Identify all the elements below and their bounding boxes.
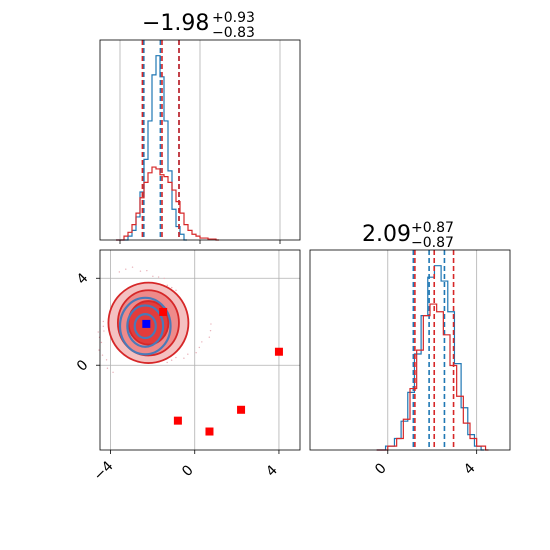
sample-point: [170, 359, 173, 361]
sample-point: [187, 353, 189, 355]
title-2-sub: −0.87: [411, 235, 454, 251]
blue-marker: [142, 319, 151, 328]
sample-point: [201, 341, 203, 343]
sample-point: [112, 371, 114, 374]
x-tick-label: 4: [461, 460, 479, 478]
sample-point: [171, 286, 173, 289]
sample-point: [209, 329, 212, 332]
sample-point: [198, 346, 201, 349]
axes-frame: [309, 249, 511, 451]
sample-point: [157, 276, 160, 278]
histogram-series-1: [116, 55, 187, 241]
sample-point: [102, 320, 105, 323]
sample-point: [175, 289, 177, 292]
sample-point: [175, 356, 177, 359]
red-marker: [159, 307, 168, 316]
sample-point: [97, 331, 99, 333]
blue-contour-level-2: [126, 304, 165, 348]
title-1: −1.98 +0.93 −0.83: [142, 10, 255, 41]
sample-point: [106, 367, 109, 369]
sample-point: [105, 359, 108, 361]
title-2-sup: +0.87: [411, 220, 454, 236]
sample-point: [146, 269, 148, 272]
red-marker: [205, 427, 214, 436]
blue-contour-level-3: [133, 313, 157, 340]
title-1-sub: −0.83: [212, 25, 255, 41]
blue-contour-level-1: [118, 296, 172, 356]
x-tick-label: 4: [263, 462, 281, 480]
histogram-series-2: [116, 166, 219, 241]
sample-point: [163, 277, 165, 280]
sample-point: [103, 330, 105, 332]
sample-point: [166, 284, 168, 287]
sample-point: [118, 271, 121, 273]
sample-point: [125, 268, 127, 270]
sample-point: [100, 341, 103, 344]
title-2: 2.09 +0.87 −0.87: [362, 220, 454, 251]
red-marker: [274, 347, 283, 356]
sample-point: [183, 357, 185, 359]
title-1-main: −1.98: [142, 11, 209, 36]
x-tick-label: 0: [179, 462, 197, 480]
marginal-histogram-1: [99, 39, 301, 244]
x-tick-label: −4: [91, 458, 117, 484]
histogram-series-2: [376, 303, 489, 451]
histogram-series-1: [376, 265, 485, 451]
sample-point: [101, 354, 104, 356]
sample-point: [98, 349, 100, 351]
sample-point: [195, 352, 197, 354]
red-marker: [173, 416, 182, 425]
sample-point: [210, 323, 212, 325]
sample-point: [102, 325, 105, 327]
y-tick-label: 4: [74, 270, 92, 288]
title-1-sup: +0.93: [212, 10, 255, 26]
red-marker: [237, 405, 246, 414]
joint-contour-panel: −4 0 4 0 4: [74, 249, 301, 484]
sample-point: [166, 361, 168, 364]
sample-point: [152, 275, 154, 277]
sample-point: [131, 266, 134, 268]
title-2-main: 2.09: [362, 222, 411, 247]
x-tick-label: 0: [372, 460, 390, 478]
sample-point: [139, 270, 142, 272]
y-tick-label: 0: [74, 357, 92, 375]
axes-frame: [99, 249, 301, 451]
sample-point: [208, 336, 211, 338]
